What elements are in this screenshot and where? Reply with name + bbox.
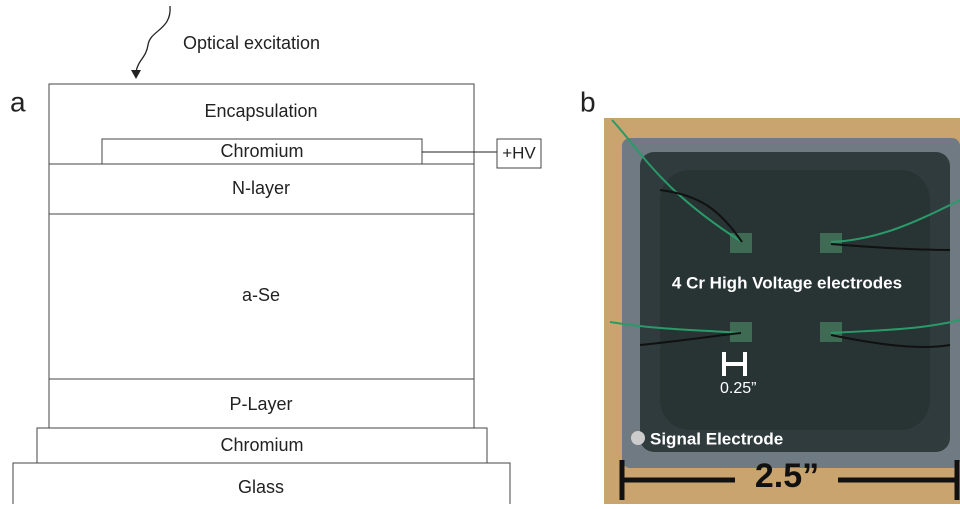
excitation-arrow [136, 6, 170, 72]
electrodes-label: 4 Cr High Voltage electrodes [672, 273, 902, 292]
electrode [820, 233, 842, 253]
panel-label: a [10, 86, 26, 117]
small-scale-label: 0.25” [720, 380, 756, 397]
panel-a: a Optical excitation Encapsulation Chrom… [10, 6, 541, 504]
signal-label: Signal Electrode [650, 429, 783, 448]
layer-label: Encapsulation [204, 101, 317, 121]
inner-area [660, 170, 930, 430]
page: a Optical excitation Encapsulation Chrom… [0, 0, 960, 504]
figure: a Optical excitation Encapsulation Chrom… [0, 0, 960, 504]
layer-label: N-layer [232, 178, 290, 198]
arrow-head [131, 70, 141, 79]
panel-b: b 4 Cr High Voltage electrodes 0.25” Sig… [580, 86, 960, 504]
excitation-label: Optical excitation [183, 33, 320, 53]
layer-label: Chromium [220, 435, 303, 455]
hv-label: +HV [502, 143, 536, 162]
layer-label: Glass [238, 477, 284, 497]
large-scale-label: 2.5” [755, 457, 819, 495]
layer-label: Chromium [220, 141, 303, 161]
layer-label: P-Layer [229, 394, 292, 414]
panel-label: b [580, 86, 596, 117]
signal-electrode [631, 431, 645, 445]
layer-label: a-Se [242, 285, 280, 305]
